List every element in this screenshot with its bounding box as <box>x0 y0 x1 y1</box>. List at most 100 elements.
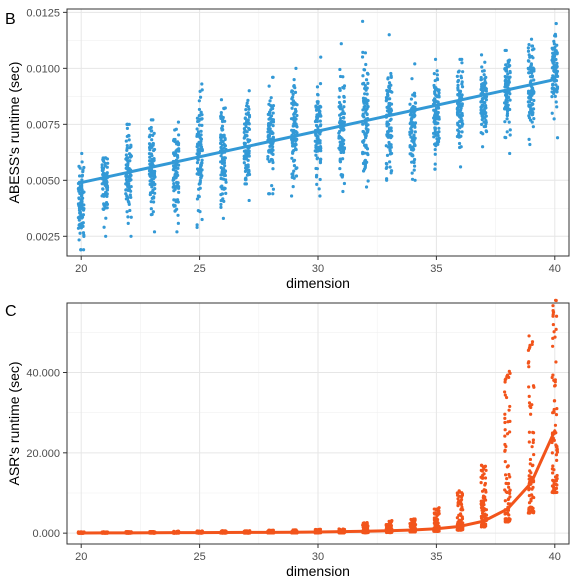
data-point <box>532 385 536 389</box>
data-point <box>460 82 464 86</box>
data-point <box>507 77 511 81</box>
data-point <box>339 103 343 107</box>
data-point <box>219 160 223 164</box>
data-point <box>269 114 274 118</box>
data-point <box>126 215 130 219</box>
x-tick-label: 40 <box>549 551 561 563</box>
y-tick-label: 0.0025 <box>26 231 60 243</box>
data-point <box>342 147 346 151</box>
data-point <box>530 445 534 449</box>
data-point <box>409 135 413 139</box>
data-point <box>267 84 271 88</box>
data-point <box>245 104 249 108</box>
data-point <box>195 197 200 201</box>
data-point <box>436 133 440 138</box>
data-point <box>196 158 200 162</box>
data-point <box>456 93 460 97</box>
data-point <box>291 92 295 97</box>
data-point <box>105 187 109 191</box>
data-point <box>271 145 275 149</box>
data-point <box>268 130 272 134</box>
data-point <box>153 187 157 191</box>
data-point <box>554 314 559 318</box>
data-point <box>314 175 319 179</box>
data-point <box>433 512 437 516</box>
data-point <box>508 404 512 409</box>
y-tick-label: 0.0050 <box>26 175 60 187</box>
data-point <box>483 498 488 502</box>
data-point <box>318 113 322 117</box>
data-point <box>363 158 367 162</box>
data-point <box>555 448 559 452</box>
data-point <box>432 120 436 124</box>
data-point <box>314 153 318 157</box>
data-point <box>176 120 181 124</box>
data-point <box>361 74 365 78</box>
data-point <box>223 164 227 168</box>
data-point <box>482 472 486 476</box>
x-tick-label: 35 <box>430 263 442 275</box>
data-point <box>363 83 367 88</box>
data-point <box>244 124 248 129</box>
data-point <box>412 134 416 138</box>
panel-b: 20 25 30 35 40 0.0025 0.0050 0.0075 0.0100 0.0125… <box>5 7 570 291</box>
data-point <box>291 185 295 189</box>
data-point <box>125 146 129 150</box>
data-point <box>527 430 532 434</box>
data-point <box>508 430 512 434</box>
data-point <box>531 438 536 442</box>
data-point <box>247 115 252 119</box>
data-point <box>151 142 155 146</box>
data-point <box>551 47 555 51</box>
data-point <box>458 90 462 94</box>
data-point <box>551 464 555 468</box>
data-point <box>243 116 247 121</box>
data-point <box>528 343 532 347</box>
data-point <box>554 100 558 104</box>
data-point <box>245 150 249 154</box>
data-point <box>364 185 369 189</box>
data-point <box>389 136 393 140</box>
data-point <box>247 126 251 130</box>
data-point <box>196 133 200 137</box>
data-point <box>504 377 508 381</box>
data-point <box>315 115 319 119</box>
data-point <box>316 125 320 129</box>
data-point <box>433 147 437 152</box>
data-point <box>550 451 554 455</box>
data-point <box>174 170 178 174</box>
data-point <box>361 50 365 54</box>
data-point <box>318 161 323 165</box>
data-point <box>79 226 83 230</box>
data-point <box>175 230 179 234</box>
data-point <box>412 518 417 522</box>
data-point <box>104 216 108 220</box>
data-point <box>103 203 107 207</box>
data-point <box>292 112 296 117</box>
data-point <box>552 39 556 43</box>
data-point <box>455 107 459 111</box>
data-point <box>149 145 153 149</box>
data-point <box>503 390 507 394</box>
data-point <box>531 112 535 117</box>
data-point <box>503 434 507 438</box>
data-point <box>124 188 128 192</box>
data-point <box>526 348 531 352</box>
data-point <box>173 187 177 191</box>
data-point <box>78 207 82 211</box>
data-point <box>290 128 294 132</box>
x-tick-label: 40 <box>549 263 561 275</box>
data-point <box>173 140 177 144</box>
data-point <box>503 517 507 521</box>
data-point <box>459 76 464 80</box>
data-point <box>460 113 464 118</box>
data-point <box>555 477 559 481</box>
data-point <box>551 312 555 317</box>
data-point <box>176 184 180 188</box>
data-point <box>176 213 180 217</box>
data-point <box>506 497 510 502</box>
data-point <box>552 438 556 442</box>
data-point <box>338 67 342 72</box>
data-point <box>197 123 202 127</box>
data-point <box>315 85 320 89</box>
